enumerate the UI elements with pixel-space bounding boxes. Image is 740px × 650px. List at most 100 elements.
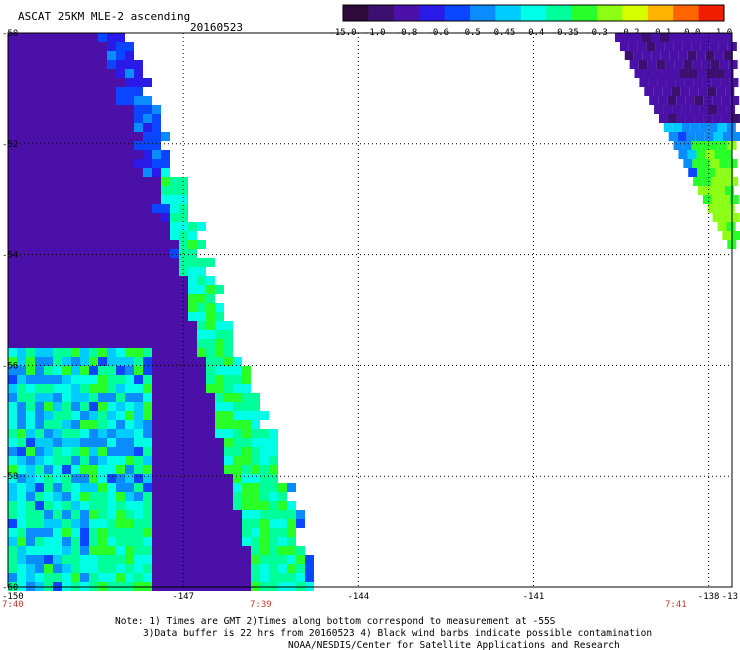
heatmap-cell [287, 483, 296, 492]
heatmap-cell [215, 384, 224, 393]
heatmap-cell [712, 96, 722, 105]
heatmap-cell [143, 267, 152, 276]
heatmap-cell [242, 402, 251, 411]
heatmap-cell [125, 240, 134, 249]
heatmap-cell [179, 204, 188, 213]
heatmap-cell [98, 42, 107, 51]
heatmap-cell [53, 294, 62, 303]
heatmap-cell [170, 438, 179, 447]
heatmap-cell [53, 33, 62, 42]
heatmap-cell [701, 60, 711, 69]
heatmap-cell [125, 195, 134, 204]
heatmap-cell [107, 132, 116, 141]
heatmap-cell [251, 456, 260, 465]
heatmap-cell [710, 159, 720, 168]
heatmap-cell [233, 573, 242, 582]
heatmap-cell [107, 141, 116, 150]
heatmap-cell [242, 474, 251, 483]
heatmap-cell [80, 222, 89, 231]
heatmap-cell [116, 159, 125, 168]
heatmap-cell [89, 537, 98, 546]
heatmap-cell [152, 402, 161, 411]
heatmap-cell [134, 411, 143, 420]
heatmap-cell [233, 546, 242, 555]
heatmap-cell [26, 96, 35, 105]
heatmap-cell [224, 384, 233, 393]
heatmap-cell [719, 159, 729, 168]
heatmap-cell [215, 537, 224, 546]
heatmap-cell [658, 114, 668, 123]
heatmap-cell [26, 186, 35, 195]
heatmap-cell [53, 330, 62, 339]
heatmap-cell [260, 438, 269, 447]
heatmap-cell [44, 537, 53, 546]
heatmap-cell [107, 501, 116, 510]
heatmap-cell [677, 132, 687, 141]
heatmap-cell [669, 51, 679, 60]
heatmap-cell [682, 141, 692, 150]
heatmap-cell [143, 429, 152, 438]
heatmap-cell [651, 51, 661, 60]
heatmap-cell [44, 204, 53, 213]
heatmap-cell [161, 186, 170, 195]
heatmap-cell [89, 510, 98, 519]
heatmap-cell [667, 96, 677, 105]
heatmap-cell [116, 78, 125, 87]
heatmap-cell [215, 357, 224, 366]
heatmap-cell [98, 177, 107, 186]
heatmap-cell [170, 492, 179, 501]
heatmap-cell [8, 78, 17, 87]
heatmap-cell [242, 366, 251, 375]
heatmap-cell [17, 78, 26, 87]
heatmap-cell [8, 528, 17, 537]
heatmap-cell [152, 465, 161, 474]
heatmap-cell [80, 573, 89, 582]
heatmap-cell [89, 177, 98, 186]
heatmap-cell [161, 168, 170, 177]
heatmap-cell [188, 249, 197, 258]
heatmap-cell [676, 96, 686, 105]
heatmap-cell [674, 60, 684, 69]
heatmap-cell [17, 267, 26, 276]
heatmap-cell [125, 69, 134, 78]
heatmap-cell [98, 132, 107, 141]
heatmap-cell [260, 546, 269, 555]
heatmap-cell [89, 573, 98, 582]
heatmap-cell [8, 60, 17, 69]
heatmap-cell [152, 123, 161, 132]
heatmap-cell [44, 105, 53, 114]
heatmap-cell [80, 438, 89, 447]
heatmap-cell [35, 33, 44, 42]
heatmap-cell [179, 294, 188, 303]
heatmap-cell [35, 186, 44, 195]
heatmap-cell [44, 294, 53, 303]
heatmap-cell [71, 384, 80, 393]
heatmap-cell [134, 528, 143, 537]
heatmap-cell [17, 555, 26, 564]
heatmap-cell [35, 249, 44, 258]
heatmap-cell [116, 492, 125, 501]
heatmap-cell [215, 528, 224, 537]
heatmap-cell [107, 429, 116, 438]
heatmap-cell [152, 348, 161, 357]
heatmap-cell [143, 312, 152, 321]
heatmap-cell [287, 564, 296, 573]
heatmap-cell [98, 276, 107, 285]
heatmap-cell [224, 357, 233, 366]
heatmap-cell [116, 51, 125, 60]
heatmap-cell [8, 510, 17, 519]
heatmap-cell [89, 456, 98, 465]
heatmap-cell [107, 276, 116, 285]
heatmap-cell [89, 69, 98, 78]
heatmap-cell [125, 483, 134, 492]
heatmap-cell [44, 330, 53, 339]
heatmap-cell [143, 375, 152, 384]
heatmap-cell [26, 195, 35, 204]
heatmap-cell [682, 42, 692, 51]
heatmap-cell [8, 312, 17, 321]
heatmap-cell [35, 312, 44, 321]
heatmap-cell [143, 411, 152, 420]
heatmap-cell [188, 258, 197, 267]
heatmap-cell [17, 42, 26, 51]
heatmap-cell [143, 384, 152, 393]
